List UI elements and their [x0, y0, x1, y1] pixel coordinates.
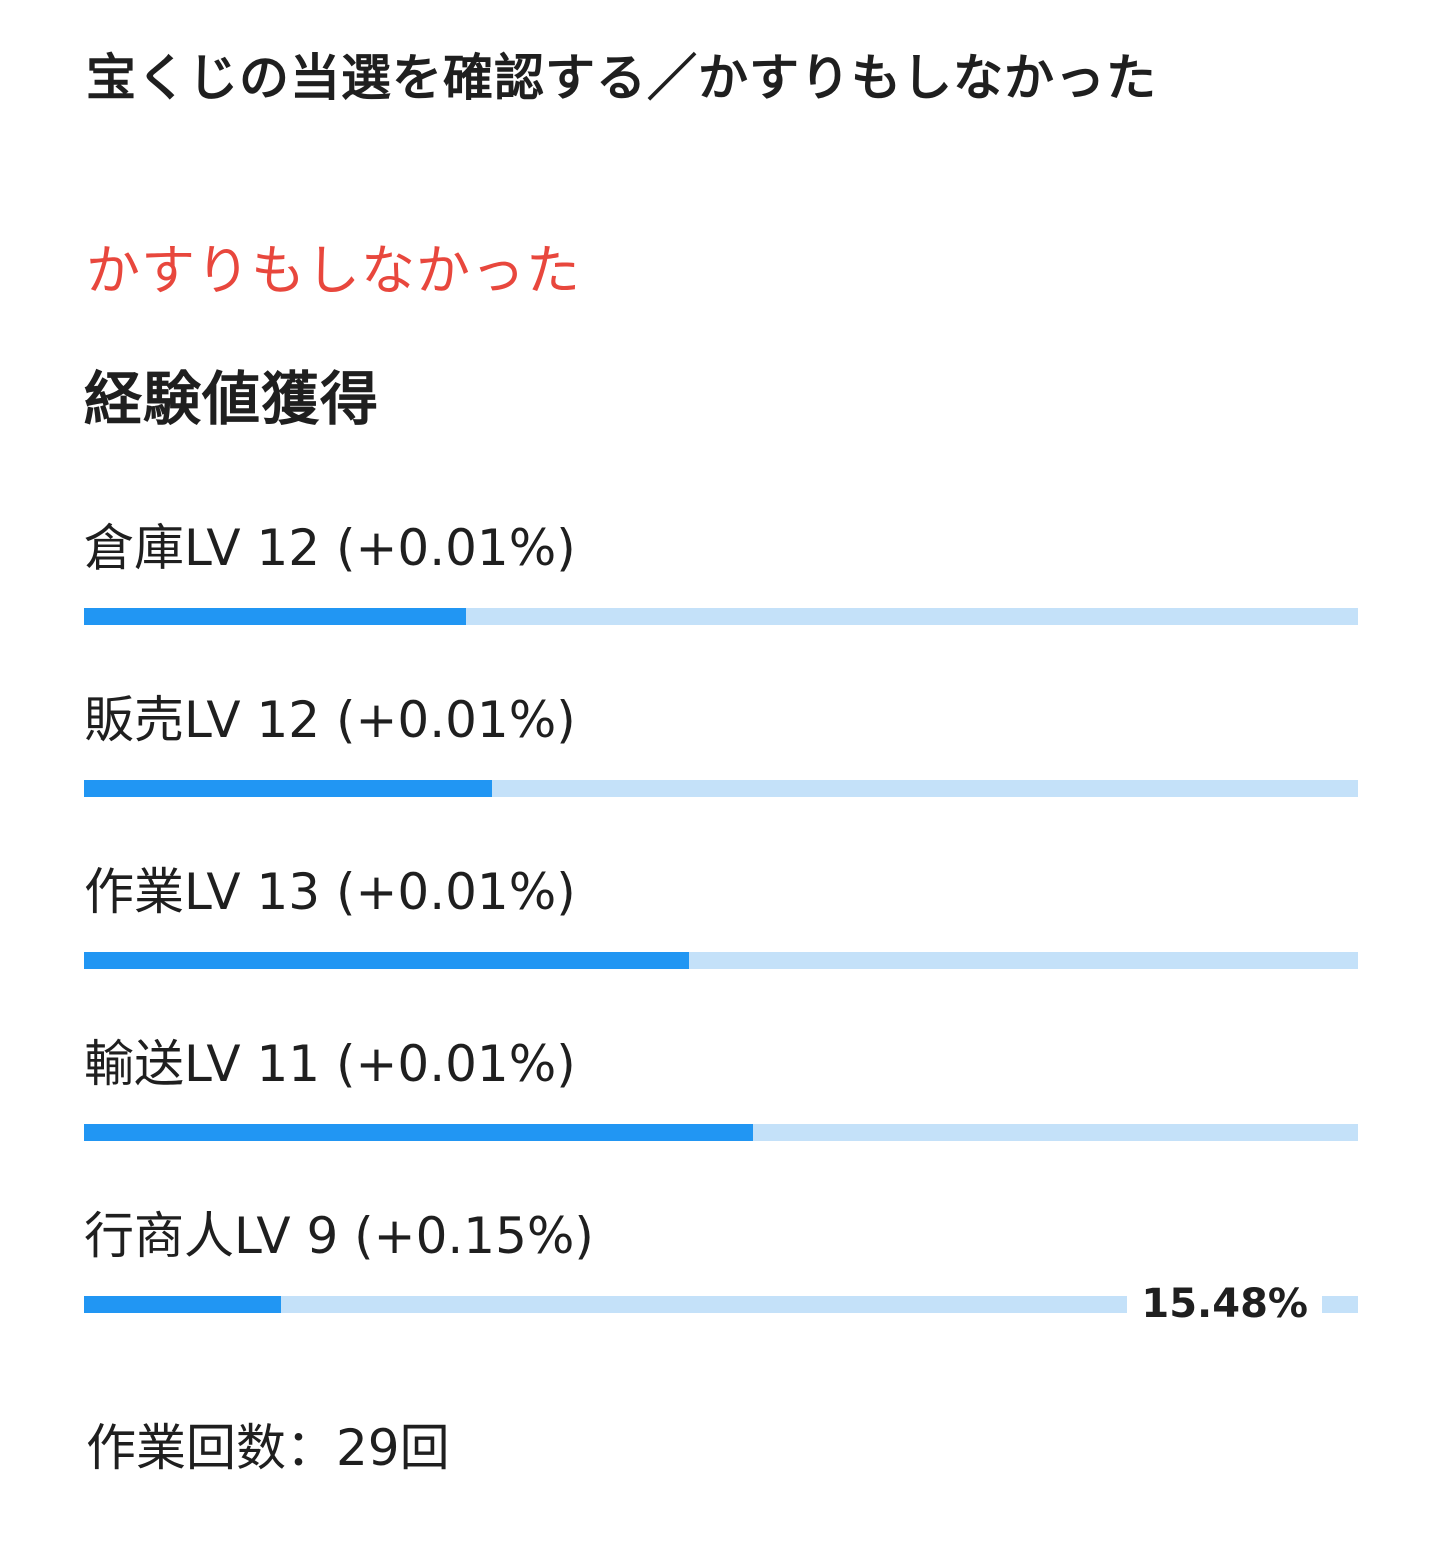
skill-label: 倉庫LV 12 (+0.01%): [84, 519, 576, 577]
progress-bar-fill: [84, 952, 690, 969]
progress-bar-track: [84, 780, 1358, 797]
page-title: 宝くじの当選を確認する／かすりもしなかった: [86, 49, 1157, 107]
lottery-result-text: かすりもしなかった: [86, 239, 581, 302]
progress-bar-fill: [84, 1124, 753, 1141]
progress-bar-track: [84, 608, 1358, 625]
experience-heading: 経験値獲得: [84, 365, 380, 433]
skill-label: 輸送LV 11 (+0.01%): [84, 1035, 576, 1093]
skill-label: 販売LV 12 (+0.01%): [84, 691, 576, 749]
progress-bar-fill: [84, 608, 467, 625]
progress-bar-track: [84, 952, 1358, 969]
skill-label: 行商人LV 9 (+0.15%): [84, 1207, 594, 1265]
work-count: 作業回数：29回: [86, 1419, 450, 1477]
progress-percent-label: 15.48%: [1127, 1274, 1322, 1334]
skill-label: 作業LV 13 (+0.01%): [84, 863, 576, 921]
progress-bar-track: [84, 1124, 1358, 1141]
progress-bar-track: 15.48%: [84, 1274, 1358, 1334]
progress-bar-fill: [84, 1296, 282, 1313]
progress-bar-fill: [84, 780, 492, 797]
